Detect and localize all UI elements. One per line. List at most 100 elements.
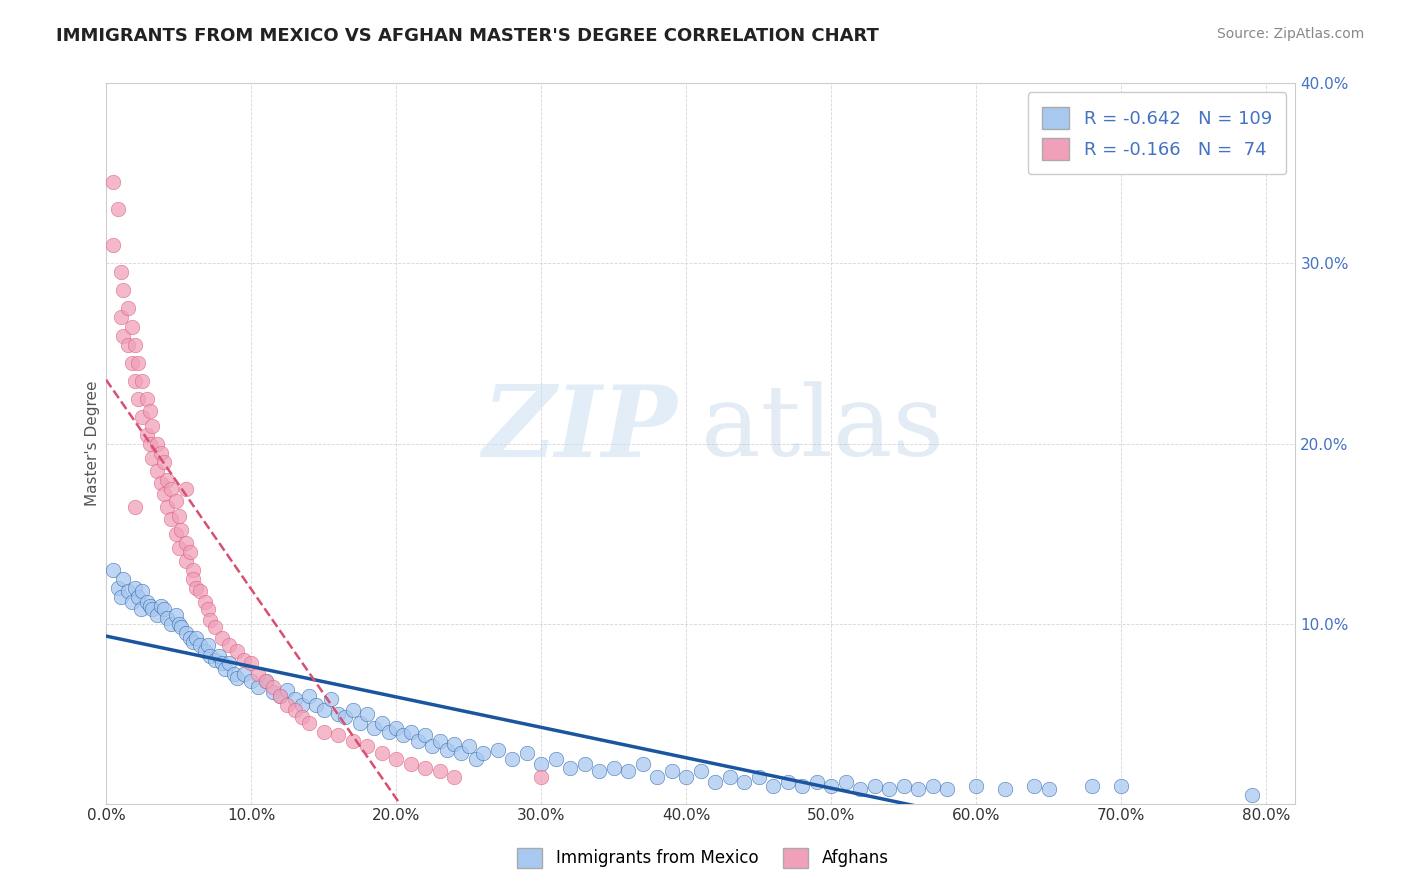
Point xyxy=(121,319,143,334)
Point xyxy=(188,638,211,652)
Point xyxy=(153,602,176,616)
Point xyxy=(167,508,190,523)
Point xyxy=(167,541,190,555)
Point xyxy=(218,638,240,652)
Text: IMMIGRANTS FROM MEXICO VS AFGHAN MASTER'S DEGREE CORRELATION CHART: IMMIGRANTS FROM MEXICO VS AFGHAN MASTER'… xyxy=(56,27,879,45)
Point xyxy=(145,464,167,478)
Point xyxy=(254,674,277,689)
Point xyxy=(240,656,263,670)
Point xyxy=(269,689,291,703)
Point xyxy=(863,779,886,793)
Point xyxy=(112,284,135,298)
Point xyxy=(457,739,479,753)
Point xyxy=(602,761,624,775)
Point xyxy=(156,611,179,625)
Point xyxy=(335,710,357,724)
Point xyxy=(145,436,167,450)
Point xyxy=(399,724,422,739)
Point xyxy=(413,761,436,775)
Point xyxy=(298,689,321,703)
Point xyxy=(406,733,429,747)
Point xyxy=(240,674,263,689)
Point xyxy=(291,710,314,724)
Point xyxy=(762,779,785,793)
Point xyxy=(117,301,139,316)
Point xyxy=(204,620,226,634)
Point xyxy=(704,775,727,789)
Point xyxy=(141,602,163,616)
Point xyxy=(124,581,146,595)
Point xyxy=(936,782,959,797)
Point xyxy=(112,328,135,343)
Point xyxy=(107,202,129,217)
Point xyxy=(588,764,610,779)
Point xyxy=(204,652,226,666)
Point xyxy=(208,648,231,663)
Point xyxy=(145,607,167,622)
Point xyxy=(806,775,828,789)
Point xyxy=(319,692,342,706)
Point xyxy=(486,742,509,756)
Point xyxy=(124,337,146,351)
Point xyxy=(179,544,201,558)
Point xyxy=(530,757,553,772)
Point xyxy=(879,782,901,797)
Point xyxy=(127,392,149,406)
Point xyxy=(121,355,143,369)
Point xyxy=(312,703,335,717)
Point xyxy=(127,590,149,604)
Point xyxy=(117,337,139,351)
Point xyxy=(225,671,247,685)
Point xyxy=(385,721,408,735)
Point xyxy=(232,667,254,681)
Point xyxy=(124,500,146,514)
Point xyxy=(135,595,157,609)
Legend: Immigrants from Mexico, Afghans: Immigrants from Mexico, Afghans xyxy=(510,841,896,875)
Point xyxy=(530,770,553,784)
Point xyxy=(174,535,197,549)
Point xyxy=(450,746,472,760)
Point xyxy=(399,757,422,772)
Point xyxy=(356,706,378,721)
Point xyxy=(170,620,193,634)
Point xyxy=(262,685,284,699)
Point xyxy=(153,487,176,501)
Point xyxy=(443,737,465,751)
Point xyxy=(312,724,335,739)
Y-axis label: Master's Degree: Master's Degree xyxy=(86,381,100,507)
Point xyxy=(124,374,146,388)
Point xyxy=(138,404,160,418)
Point xyxy=(150,599,173,613)
Point xyxy=(342,733,364,747)
Point xyxy=(170,523,193,537)
Point xyxy=(645,770,668,784)
Point xyxy=(174,553,197,567)
Point xyxy=(141,418,163,433)
Point xyxy=(184,631,207,645)
Point xyxy=(342,703,364,717)
Point xyxy=(222,667,245,681)
Point xyxy=(835,775,858,789)
Point xyxy=(661,764,683,779)
Point xyxy=(225,643,247,657)
Point xyxy=(150,476,173,491)
Point xyxy=(392,728,415,742)
Point xyxy=(326,728,349,742)
Point xyxy=(849,782,872,797)
Point xyxy=(429,733,451,747)
Point xyxy=(165,526,187,541)
Point xyxy=(269,689,291,703)
Point xyxy=(413,728,436,742)
Point xyxy=(181,634,204,648)
Point xyxy=(131,374,153,388)
Point xyxy=(110,310,132,325)
Point xyxy=(112,572,135,586)
Point xyxy=(107,581,129,595)
Point xyxy=(121,595,143,609)
Point xyxy=(247,667,270,681)
Point xyxy=(200,648,222,663)
Point xyxy=(150,445,173,459)
Point xyxy=(965,779,987,793)
Point xyxy=(574,757,596,772)
Point xyxy=(160,616,183,631)
